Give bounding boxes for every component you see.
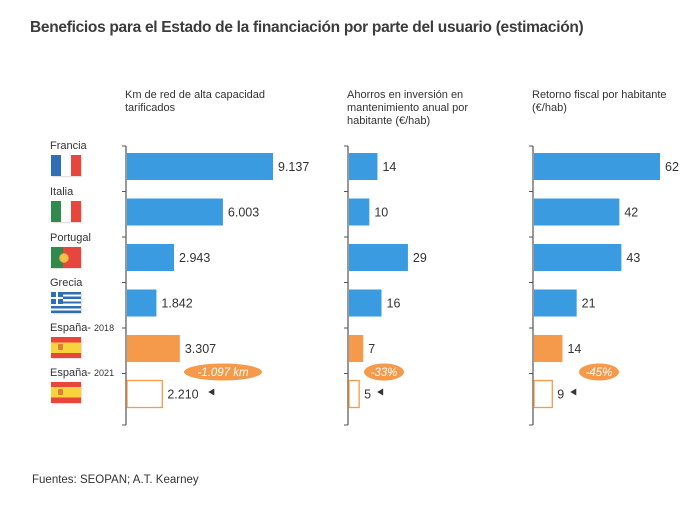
country-label-francia: Francia xyxy=(50,140,87,152)
country-year: 2021 xyxy=(94,368,115,378)
panel-title-line: habitante (€/hab) xyxy=(347,115,431,127)
country-name: Grecia xyxy=(50,277,83,289)
panel-title-km: Km de red de alta capacidad tarificados xyxy=(125,89,265,115)
value-label: 3.307 xyxy=(185,342,216,356)
bar-espa-a-2018 xyxy=(349,335,364,362)
country-label-italia: Italia xyxy=(50,186,73,198)
panel-title-line: tarificados xyxy=(125,102,176,114)
bar-francia xyxy=(127,153,273,180)
bar-espa-a-2018 xyxy=(127,335,180,362)
change-badge xyxy=(364,363,404,381)
greece-canton xyxy=(51,292,63,304)
value-label: 6.003 xyxy=(228,206,259,220)
bar-grecia xyxy=(534,289,577,317)
bar-espa-a-2021 xyxy=(126,379,163,409)
flag-spain-2021-icon xyxy=(51,382,81,403)
panel-title-line: (€/hab) xyxy=(532,102,567,114)
source-note: Fuentes: SEOPAN; A.T. Kearney xyxy=(32,474,199,486)
value-label: 9.137 xyxy=(278,160,309,174)
bar-espa-a-2021 xyxy=(533,379,553,409)
value-label: 5 xyxy=(364,388,371,402)
country-label-grecia: Grecia xyxy=(50,277,82,289)
change-badge-label: -33% xyxy=(371,367,398,379)
value-label: 21 xyxy=(582,297,596,311)
bar-espa-a-2021 xyxy=(348,379,360,409)
value-label: 2.210 xyxy=(167,388,198,402)
panel-title-line: Ahorros en inversión en xyxy=(347,89,464,101)
bar-grecia xyxy=(349,289,382,317)
panel-title-line: Km de red de alta capacidad xyxy=(125,89,266,101)
change-badge xyxy=(579,363,619,381)
flag-italy-icon xyxy=(51,201,81,222)
bar-francia xyxy=(534,153,660,180)
country-name: España- xyxy=(50,322,91,334)
spain-emblem xyxy=(58,389,63,395)
value-label: 10 xyxy=(374,206,388,220)
country-label-espana-2018: España- 2018 xyxy=(50,322,114,334)
value-label: 9 xyxy=(557,388,564,402)
change-badge-label: -45% xyxy=(586,367,613,379)
bar-portugal xyxy=(534,244,622,271)
country-label-portugal: Portugal xyxy=(50,232,91,244)
spain-emblem xyxy=(58,344,63,350)
panel-title-retorno: Retorno fiscal por habitante (€/hab) xyxy=(532,89,667,115)
portugal-emblem xyxy=(59,253,69,263)
country-name: España- xyxy=(50,367,91,379)
bar-portugal xyxy=(127,244,175,271)
bar-italia xyxy=(127,198,223,226)
bar-espa-a-2018 xyxy=(534,335,563,362)
panel-title-line: Retorno fiscal por habitante xyxy=(532,89,667,101)
country-label-espana-2021: España- 2021 xyxy=(50,367,114,379)
value-label: 29 xyxy=(413,251,427,265)
panel-title-line: mantenimiento anual por xyxy=(347,102,469,114)
flag-greece-icon xyxy=(51,292,81,313)
change-badge-label: -1.097 km xyxy=(197,367,249,379)
flag-spain-2018-icon xyxy=(51,337,81,358)
value-label: 2.943 xyxy=(179,251,210,265)
value-label: 7 xyxy=(368,342,375,356)
flag-portugal-icon xyxy=(51,247,81,268)
value-label: 14 xyxy=(567,342,581,356)
decrease-marker-icon xyxy=(570,388,577,396)
bar-italia xyxy=(349,198,370,226)
value-label: 42 xyxy=(624,206,638,220)
decrease-marker-icon xyxy=(377,388,384,396)
country-name: Portugal xyxy=(50,232,91,244)
value-label: 16 xyxy=(387,297,401,311)
value-label: 1.842 xyxy=(161,297,192,311)
value-label: 62 xyxy=(665,160,679,174)
panel-title-ahorros: Ahorros en inversión en mantenimiento an… xyxy=(347,89,468,128)
country-name: Italia xyxy=(50,186,74,198)
chart-title: Beneficios para el Estado de la financia… xyxy=(30,19,584,36)
bar-italia xyxy=(534,198,620,226)
bar-grecia xyxy=(127,289,157,317)
value-label: 43 xyxy=(626,251,640,265)
change-badge xyxy=(184,363,262,381)
country-year: 2018 xyxy=(94,323,115,333)
decrease-marker-icon xyxy=(208,388,215,396)
bar-francia xyxy=(349,153,378,180)
country-name: Francia xyxy=(50,140,87,152)
value-label: 14 xyxy=(382,160,396,174)
bar-portugal xyxy=(349,244,408,271)
flag-france-icon xyxy=(51,155,81,176)
